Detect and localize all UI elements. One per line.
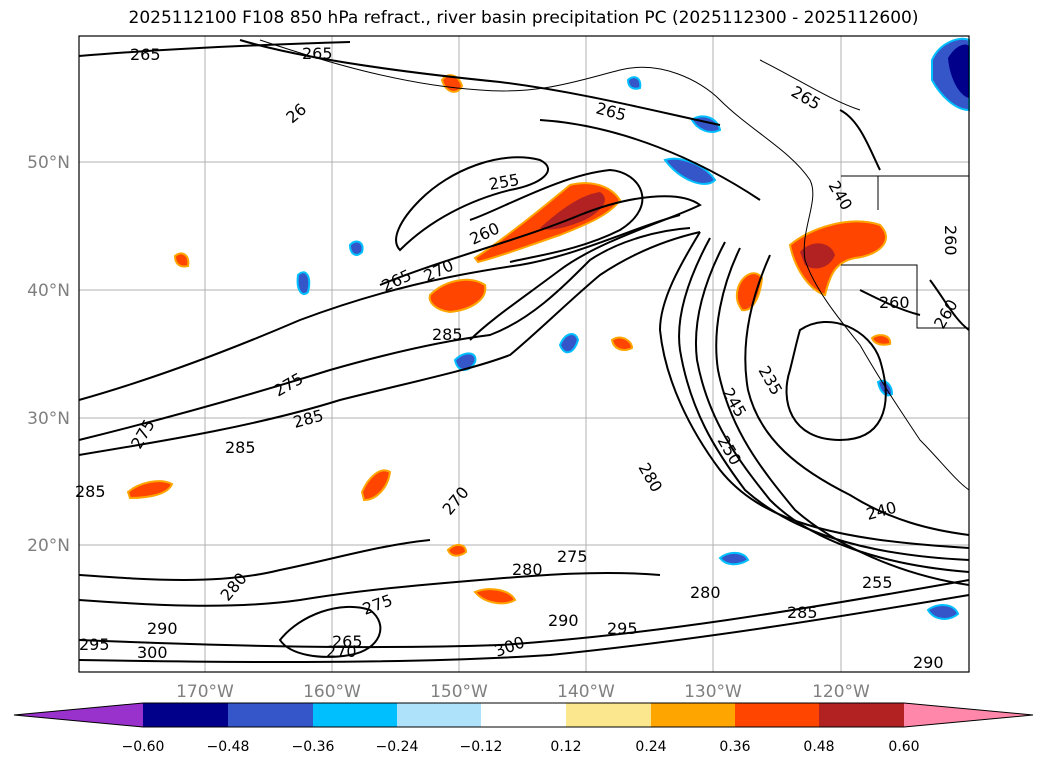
contour-label: 295 bbox=[79, 635, 110, 654]
lon-label: 170°W bbox=[176, 682, 234, 702]
map-title: 2025112100 F108 850 hPa refract., river … bbox=[128, 8, 919, 28]
contour-label: 285 bbox=[432, 325, 463, 344]
precip-positive-coast-core bbox=[800, 243, 835, 269]
lat-label: 20°N bbox=[27, 536, 70, 556]
colorbar-segment bbox=[397, 703, 481, 727]
precip-negative-blob-5 bbox=[296, 271, 311, 295]
contour-label: 255 bbox=[862, 573, 893, 592]
colorbar-tick-label: −0.36 bbox=[292, 739, 335, 755]
colorbar-segment bbox=[143, 703, 228, 727]
map-frame bbox=[78, 35, 970, 673]
map-plot-area bbox=[79, 36, 969, 672]
precip-positive-blob-1 bbox=[428, 278, 487, 314]
contour-label: 280 bbox=[690, 583, 721, 602]
precip-negative-blob-8 bbox=[718, 552, 750, 566]
contour-label: 295 bbox=[607, 619, 638, 638]
colorbar-tick-label: 0.48 bbox=[803, 739, 834, 755]
lon-label: 140°W bbox=[557, 682, 615, 702]
precip-negative-blob-1 bbox=[663, 157, 717, 185]
contour-label: 265 bbox=[130, 45, 161, 64]
precip-positive-blob-10 bbox=[870, 334, 892, 346]
precip-positive-blob-6 bbox=[473, 588, 517, 605]
colorbar-segment bbox=[819, 703, 904, 727]
colorbar-segment bbox=[313, 703, 397, 727]
colorbar-tick-label: −0.24 bbox=[376, 739, 419, 755]
precip-positive-blob-9 bbox=[446, 544, 468, 557]
lon-label: 150°W bbox=[430, 682, 488, 702]
colorbar-tick-label: 0.24 bbox=[635, 739, 666, 755]
colorbar-segment bbox=[228, 703, 313, 727]
contour-label: 270 bbox=[326, 642, 357, 661]
contour-label: 265 bbox=[302, 44, 333, 63]
colorbar-tick-label: −0.60 bbox=[122, 739, 165, 755]
lon-label: 120°W bbox=[812, 682, 870, 702]
colorbar-segment bbox=[735, 703, 819, 727]
latitude-labels: 50°N 40°N 30°N 20°N bbox=[27, 153, 70, 556]
contour-label: 300 bbox=[137, 643, 168, 662]
colorbar: −0.60 −0.48 −0.36 −0.24 −0.12 0.12 0.24 … bbox=[13, 702, 1034, 755]
precip-negative-ne-core bbox=[948, 44, 969, 98]
precip-negative-blob-4 bbox=[453, 352, 477, 371]
contour-label: 285 bbox=[787, 603, 818, 622]
precip-negative-blob-6 bbox=[348, 240, 364, 256]
precip-positive-blob-5 bbox=[360, 469, 392, 502]
contour-label: 285 bbox=[225, 438, 256, 457]
precip-positive-blob-4 bbox=[126, 480, 174, 500]
precip-positive-blob-7 bbox=[610, 336, 634, 351]
colorbar-tick-label: 0.60 bbox=[888, 739, 919, 755]
contour-label: 260 bbox=[941, 225, 960, 256]
contour-label: 290 bbox=[548, 611, 579, 630]
lon-label: 130°W bbox=[684, 682, 742, 702]
lat-label: 50°N bbox=[27, 153, 70, 173]
contour-label: 275 bbox=[557, 547, 588, 566]
lat-label: 40°N bbox=[27, 281, 70, 301]
precip-shading bbox=[126, 37, 970, 620]
refractivity-contours bbox=[78, 39, 970, 664]
lat-label: 30°N bbox=[27, 409, 70, 429]
colorbar-min-extension bbox=[14, 703, 143, 727]
contour-label: 260 bbox=[879, 293, 910, 312]
precip-negative-blob-9 bbox=[626, 76, 642, 90]
colorbar-tick-label: −0.12 bbox=[460, 739, 503, 755]
colorbar-segment bbox=[566, 703, 651, 727]
longitude-labels: 170°W 160°W 150°W 140°W 130°W 120°W bbox=[176, 682, 870, 702]
graticule bbox=[79, 36, 969, 672]
precip-positive-coast bbox=[788, 220, 887, 297]
precip-positive-blob-8 bbox=[173, 252, 190, 268]
colorbar-tick-label: 0.36 bbox=[719, 739, 750, 755]
contour-label: 290 bbox=[913, 653, 944, 672]
coastlines bbox=[259, 39, 970, 491]
contour-label: 290 bbox=[147, 619, 178, 638]
colorbar-segment bbox=[651, 703, 735, 727]
contour-label: 280 bbox=[512, 560, 543, 579]
colorbar-max-extension bbox=[904, 703, 1033, 727]
colorbar-tick-label: −0.48 bbox=[207, 739, 250, 755]
precip-positive-core bbox=[540, 192, 605, 230]
contour-label: 265 bbox=[332, 632, 363, 651]
precip-negative-blob-7 bbox=[926, 604, 960, 620]
colorbar-tick-label: 0.12 bbox=[550, 739, 581, 755]
colorbar-segment bbox=[481, 703, 566, 727]
precip-negative-blob-3 bbox=[558, 333, 580, 354]
precip-positive-blob-2 bbox=[735, 272, 764, 312]
colorbar-ticks: −0.60 −0.48 −0.36 −0.24 −0.12 0.12 0.24 … bbox=[122, 739, 920, 755]
lon-label: 160°W bbox=[303, 682, 361, 702]
contour-label: 285 bbox=[75, 482, 106, 501]
